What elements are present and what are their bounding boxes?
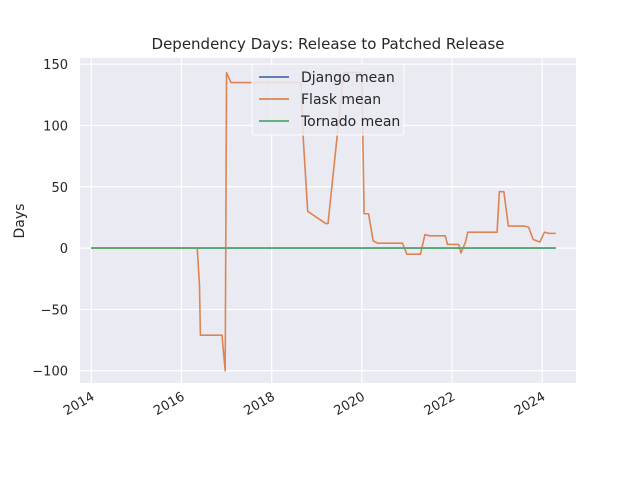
legend-label: Flask mean bbox=[301, 92, 381, 108]
x-tick-label: 2022 bbox=[422, 389, 458, 419]
legend-label: Django mean bbox=[301, 70, 395, 86]
y-axis-ticks: 150 100 50 0 −50 −100 bbox=[32, 58, 68, 380]
y-tick-label: −50 bbox=[41, 303, 68, 318]
y-tick-label: 50 bbox=[51, 181, 68, 196]
x-tick-label: 2014 bbox=[61, 389, 97, 419]
x-tick-label: 2018 bbox=[241, 389, 277, 419]
series-layer bbox=[91, 71, 556, 372]
x-tick-label: 2016 bbox=[151, 389, 187, 419]
chart-title: Dependency Days: Release to Patched Rele… bbox=[152, 35, 505, 53]
legend: Django mean Flask mean Tornado mean bbox=[251, 63, 405, 136]
y-tick-label: 150 bbox=[43, 58, 68, 73]
y-axis-label: Days bbox=[12, 204, 28, 239]
legend-label: Tornado mean bbox=[300, 114, 400, 130]
y-tick-label: 0 bbox=[60, 242, 68, 257]
legend-box bbox=[251, 63, 405, 136]
x-axis-ticks: 2014 2016 2018 2020 2022 2024 bbox=[61, 389, 548, 419]
series-line-2 bbox=[91, 71, 556, 372]
x-tick-label: 2024 bbox=[512, 389, 548, 419]
x-tick-label: 2020 bbox=[332, 389, 368, 419]
y-tick-label: 100 bbox=[43, 119, 68, 134]
y-tick-label: −100 bbox=[32, 365, 68, 380]
